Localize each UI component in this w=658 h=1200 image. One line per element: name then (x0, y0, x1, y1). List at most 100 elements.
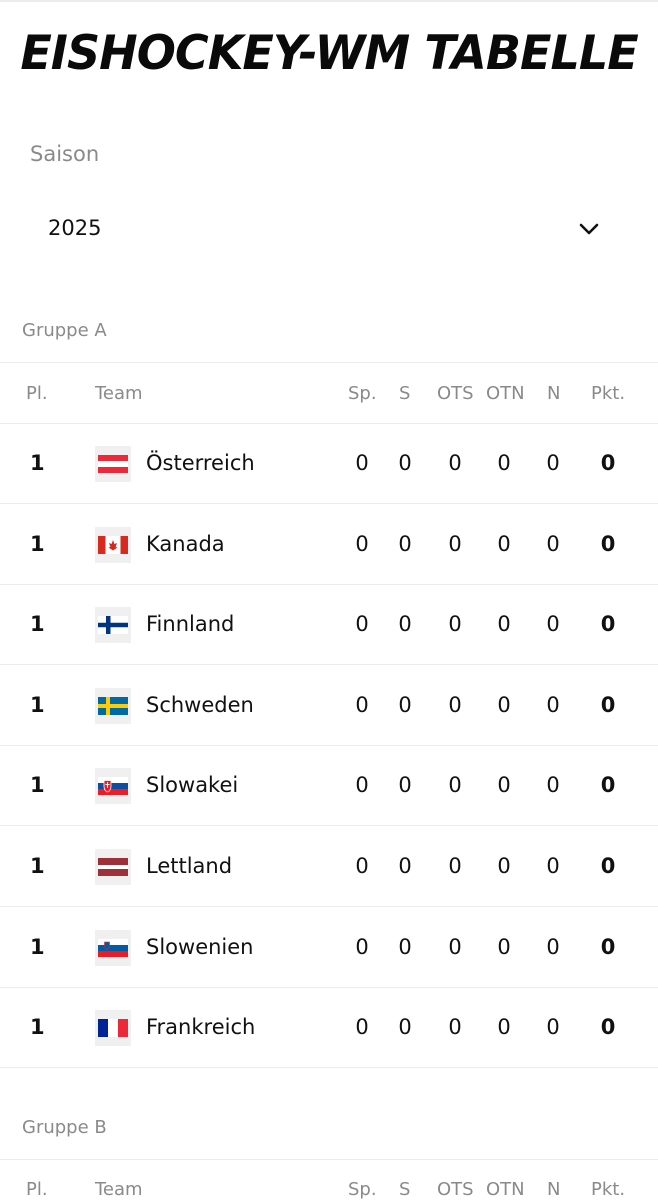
table-row[interactable]: 1 Frankreich 0 0 0 0 0 0 (0, 988, 658, 1069)
row-pkt: 0 (600, 531, 616, 556)
page-title: EISHOCKEY-WM TABELLE (20, 26, 638, 81)
slovenia-flag-icon (95, 929, 131, 966)
row-sp: 0 (355, 612, 369, 637)
row-rank: 1 (30, 531, 45, 556)
row-n: 0 (546, 934, 560, 959)
row-otn: 0 (497, 934, 511, 959)
row-ots: 0 (448, 773, 462, 798)
table-row[interactable]: 1 Schweden 0 0 0 0 0 0 (0, 666, 658, 746)
row-n: 0 (546, 692, 560, 717)
row-sp: 0 (355, 531, 369, 556)
sweden-flag-icon (95, 687, 131, 724)
col-head-s: S (399, 1179, 411, 1200)
row-sp: 0 (355, 692, 369, 717)
col-head-sp: Sp. (348, 383, 377, 404)
col-head-team: Team (95, 1179, 143, 1200)
row-ots: 0 (448, 692, 462, 717)
row-ots: 0 (448, 934, 462, 959)
row-rank: 1 (30, 773, 45, 798)
row-otn: 0 (497, 531, 511, 556)
row-team-name[interactable]: Kanada (146, 531, 225, 556)
row-ots: 0 (448, 1015, 462, 1040)
row-sp: 0 (355, 451, 369, 475)
col-head-n: N (547, 383, 561, 404)
row-sp: 0 (355, 773, 369, 798)
row-s: 0 (398, 531, 412, 556)
col-head-pkt: Pkt. (591, 383, 626, 404)
row-pkt: 0 (600, 692, 616, 717)
row-n: 0 (546, 773, 560, 798)
row-pkt: 0 (600, 612, 616, 637)
chevron-down-icon (579, 223, 599, 235)
row-pkt: 0 (600, 934, 616, 959)
row-n: 0 (546, 531, 560, 556)
row-team-name[interactable]: Slowenien (146, 934, 254, 959)
row-s: 0 (398, 612, 412, 637)
table-row[interactable]: 1 Slowakei 0 0 0 0 0 0 (0, 746, 658, 827)
group-b-label: Gruppe B (22, 1117, 107, 1138)
row-sp: 0 (355, 1015, 369, 1040)
row-team-name[interactable]: Frankreich (146, 1015, 256, 1040)
col-head-otn: OTN (486, 383, 525, 404)
row-s: 0 (398, 1015, 412, 1040)
col-head-sp: Sp. (348, 1179, 377, 1200)
row-team-name[interactable]: Österreich (146, 451, 255, 475)
row-pkt: 0 (600, 1015, 616, 1040)
group-b-header-top-divider (0, 1159, 658, 1160)
canada-flag-icon (95, 526, 131, 563)
table-row[interactable]: 1 Lettland 0 0 0 0 0 0 (0, 827, 658, 907)
row-otn: 0 (497, 854, 511, 878)
row-team-name[interactable]: Lettland (146, 854, 233, 878)
row-otn: 0 (497, 451, 511, 475)
row-rank: 1 (30, 1015, 45, 1040)
row-otn: 0 (497, 1015, 511, 1040)
table-row[interactable]: 1 Slowenien 0 0 0 0 0 0 (0, 908, 658, 988)
row-otn: 0 (497, 692, 511, 717)
row-rank: 1 (30, 692, 45, 717)
row-sp: 0 (355, 934, 369, 959)
row-otn: 0 (497, 773, 511, 798)
austria-flag-icon (95, 446, 131, 482)
row-team-name[interactable]: Slowakei (146, 773, 239, 798)
table-row[interactable]: 1 Österreich 0 0 0 0 0 0 (0, 424, 658, 504)
col-head-pkt: Pkt. (591, 1179, 626, 1200)
table-row[interactable]: 1 Finnland 0 0 0 0 0 0 (0, 585, 658, 666)
row-pkt: 0 (600, 854, 616, 878)
col-head-n: N (547, 1179, 561, 1200)
top-divider (0, 0, 658, 2)
row-n: 0 (546, 1015, 560, 1040)
row-sp: 0 (355, 854, 369, 878)
col-head-team: Team (95, 383, 143, 404)
row-s: 0 (398, 451, 412, 475)
col-head-ots: OTS (437, 383, 474, 404)
row-pkt: 0 (600, 773, 616, 798)
row-n: 0 (546, 854, 560, 878)
row-s: 0 (398, 934, 412, 959)
slovakia-flag-icon (95, 768, 131, 805)
col-head-rank: Pl. (26, 1179, 48, 1200)
row-n: 0 (546, 612, 560, 637)
row-rank: 1 (30, 451, 45, 475)
row-n: 0 (546, 451, 560, 475)
row-s: 0 (398, 854, 412, 878)
row-ots: 0 (448, 612, 462, 637)
finland-flag-icon (95, 607, 131, 644)
row-s: 0 (398, 692, 412, 717)
col-head-rank: Pl. (26, 383, 48, 404)
table-row[interactable]: 1 Kanada 0 0 0 0 0 0 (0, 505, 658, 585)
row-s: 0 (398, 773, 412, 798)
group-a-label: Gruppe A (22, 320, 107, 341)
col-head-ots: OTS (437, 1179, 474, 1200)
row-rank: 1 (30, 854, 45, 878)
row-team-name[interactable]: Finnland (146, 612, 235, 637)
latvia-flag-icon (95, 849, 131, 885)
row-pkt: 0 (600, 451, 616, 475)
row-ots: 0 (448, 531, 462, 556)
row-rank: 1 (30, 612, 45, 637)
row-team-name[interactable]: Schweden (146, 692, 254, 717)
group-a-header-top-divider (0, 362, 658, 363)
col-head-s: S (399, 383, 411, 404)
col-head-otn: OTN (486, 1179, 525, 1200)
france-flag-icon (95, 1010, 131, 1047)
season-select[interactable]: 2025 (20, 190, 638, 268)
